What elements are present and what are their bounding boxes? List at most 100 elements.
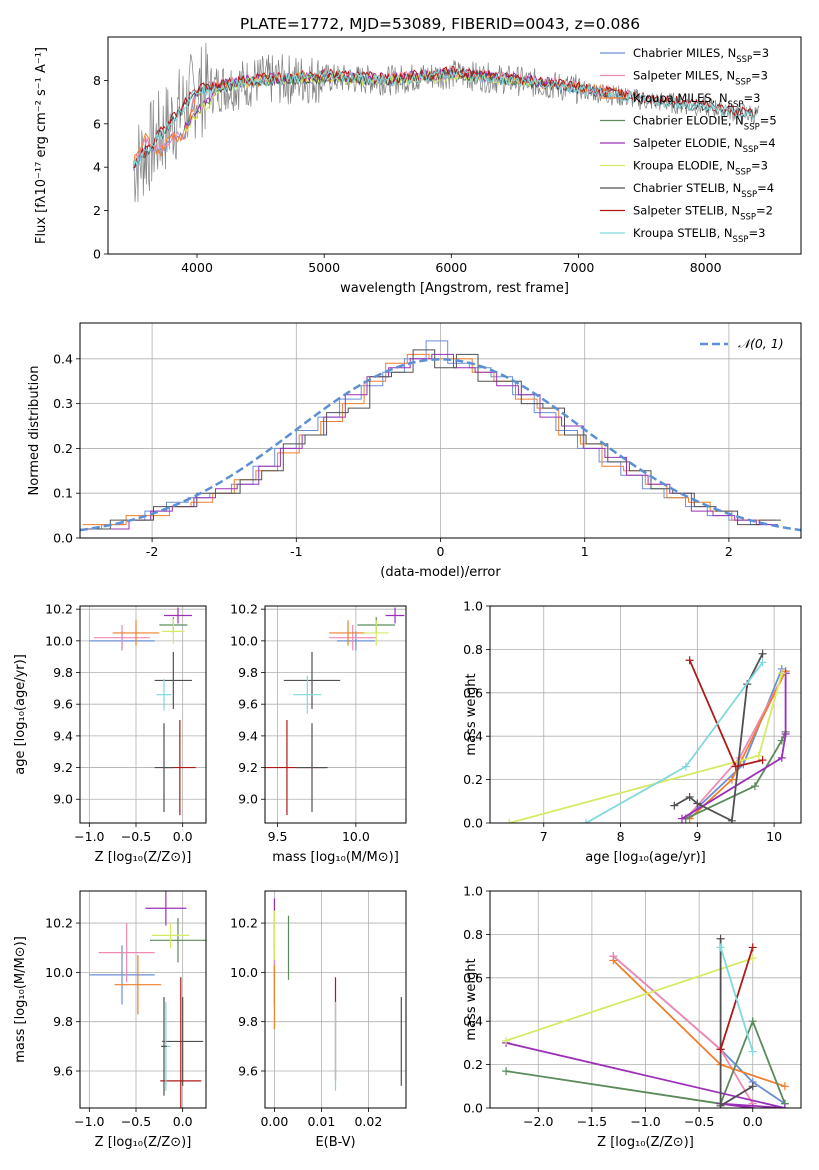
legend-entry: Salpeter MILES, NSSP=3 xyxy=(633,69,768,88)
tick-label-x: −0.5 xyxy=(121,829,151,844)
axis-label-y: age [log₁₀(age/yr)] xyxy=(13,654,28,775)
axes-frame xyxy=(107,36,802,255)
weight-marker xyxy=(727,816,736,823)
axes-frame xyxy=(79,605,207,824)
tick-label-x: 7000 xyxy=(563,260,595,275)
errorbar-point-2 xyxy=(94,625,150,651)
errorbar-point-1 xyxy=(337,631,375,651)
tick-label-y: 1.0 xyxy=(463,599,483,614)
tick-label-y: 0.4 xyxy=(53,351,73,366)
tick-label-x: 0.0 xyxy=(173,1114,193,1129)
axis-label-x: Z [log₁₀(Z/Z⊙)] xyxy=(597,1135,694,1150)
errorbar-point-7 xyxy=(154,651,192,709)
tick-label-x: 1 xyxy=(581,544,589,559)
tick-label-y: 0.0 xyxy=(463,816,483,831)
tick-label-y: 9.8 xyxy=(238,1014,258,1029)
panel-1: 4000 5000 6000 7000 8000 0 2 4 6 8 wavelength [Ang… xyxy=(34,36,802,296)
weight-marker xyxy=(758,756,767,765)
axis-label-y: mass [log₁₀(M/M⊙)] xyxy=(13,936,28,1063)
tick-label-x: 0.01 xyxy=(307,1114,335,1129)
weight-marker xyxy=(716,943,725,952)
axis-label-x: Z [log₁₀(Z/Z⊙)] xyxy=(95,850,192,865)
tick-label-x: −2.0 xyxy=(523,1114,553,1129)
tick-label-y: 9.6 xyxy=(53,697,73,712)
errorbar-point-7 xyxy=(162,997,204,1086)
tick-label-y: 0.0 xyxy=(463,1101,483,1116)
tick-label-y: 0.3 xyxy=(53,396,73,411)
errorbar-point-10 xyxy=(154,723,174,812)
tick-label-y: 10.2 xyxy=(230,602,258,617)
weight-line-6 xyxy=(505,957,753,1042)
legend-entry: Chabrier ELODIE, NSSP=5 xyxy=(633,114,777,133)
errorbar-point-5 xyxy=(385,607,405,624)
errorbar-point-5 xyxy=(145,891,187,926)
weight-marker xyxy=(581,819,590,823)
errorbar-point-6 xyxy=(162,618,185,645)
tick-label-x: −0.5 xyxy=(121,1114,151,1129)
weight-marker xyxy=(670,801,679,810)
weight-marker xyxy=(681,762,690,771)
weight-marker xyxy=(502,1067,511,1076)
figure-title: PLATE=1772, MJD=53089, FIBERID=0043, z=0… xyxy=(240,15,640,33)
errorbar-point-10 xyxy=(161,997,167,1096)
tick-label-y: 0.4 xyxy=(463,1014,483,1029)
legend-entry: Kroupa ELODIE, NSSP=3 xyxy=(633,159,768,178)
tick-label-x: -1 xyxy=(290,544,302,559)
weight-marker xyxy=(750,782,759,791)
axis-label-x: wavelength [Angstrom, rest frame] xyxy=(340,281,569,296)
panel-7: 0.00 0.01 0.02 9.6 9.8 10.0 10.2 E(B-V) xyxy=(230,890,407,1150)
weight-marker xyxy=(780,1104,789,1108)
weight-marker xyxy=(505,819,514,823)
weight-marker xyxy=(609,956,618,965)
chart-layer: 4000 5000 6000 7000 8000 0 2 4 6 8 wavelength [Ang… xyxy=(13,36,802,1150)
tick-label-y: 9.8 xyxy=(238,665,258,680)
errorbar-point-6 xyxy=(151,923,190,948)
plot-area xyxy=(89,607,196,816)
tick-label-y: 9.6 xyxy=(238,697,258,712)
spectrum-model-9 xyxy=(132,68,757,168)
weight-marker xyxy=(748,1047,757,1056)
weight-marker xyxy=(780,1082,789,1091)
tick-label-y: 0.0 xyxy=(53,531,73,546)
tick-label-y: 0.2 xyxy=(53,441,73,456)
tick-label-y: 6 xyxy=(93,116,101,131)
tick-label-y: 10.2 xyxy=(45,916,73,931)
panel-4: 9.5 10.0 9.0 9.2 9.4 9.6 9.8 10.0 10.2 mass [log₁… xyxy=(230,602,407,865)
weight-line-9 xyxy=(719,947,754,1052)
tick-label-y: 9.4 xyxy=(238,728,258,743)
tick-label-y: 9.6 xyxy=(238,1064,258,1079)
errorbar-point-2 xyxy=(329,625,377,651)
tick-label-y: 0.6 xyxy=(463,685,483,700)
tick-label-x: 8 xyxy=(617,829,625,844)
weight-marker xyxy=(754,751,763,760)
tick-label-x: −1.0 xyxy=(74,1114,104,1129)
legend-entry: Salpeter ELODIE, NSSP=4 xyxy=(633,136,776,155)
tick-label-x: 2 xyxy=(725,544,733,559)
weight-line-9 xyxy=(585,661,764,823)
weight-marker xyxy=(781,730,790,739)
tick-label-y: 10.0 xyxy=(45,965,73,980)
weight-marker xyxy=(727,775,736,784)
plot-area xyxy=(265,607,405,816)
axis-label-y: mass weight xyxy=(464,673,479,755)
tick-label-y: 9.2 xyxy=(238,760,258,775)
tick-label-y: 9.4 xyxy=(53,728,73,743)
legend-entry: 𝒩(0, 1) xyxy=(738,336,784,351)
errorbar-point-3 xyxy=(112,620,160,646)
weight-marker xyxy=(685,792,694,801)
weight-line-4 xyxy=(685,731,787,820)
tick-label-y: 10.0 xyxy=(230,965,258,980)
weight-marker xyxy=(758,658,767,667)
weight-marker xyxy=(777,669,786,678)
errorbar-point-7 xyxy=(283,651,341,709)
weight-marker xyxy=(758,649,767,658)
tick-label-x: −1.0 xyxy=(74,829,104,844)
errorbar-point-5 xyxy=(164,607,192,624)
axis-label-y: mass weight xyxy=(464,958,479,1040)
tick-label-y: 9.6 xyxy=(53,1064,73,1079)
plot-area xyxy=(80,340,801,532)
axis-label-x: (data-model)/error xyxy=(380,565,501,580)
tick-label-x: -2 xyxy=(146,544,158,559)
axes-frame xyxy=(264,890,407,1109)
tick-label-y: 0.8 xyxy=(463,927,483,942)
